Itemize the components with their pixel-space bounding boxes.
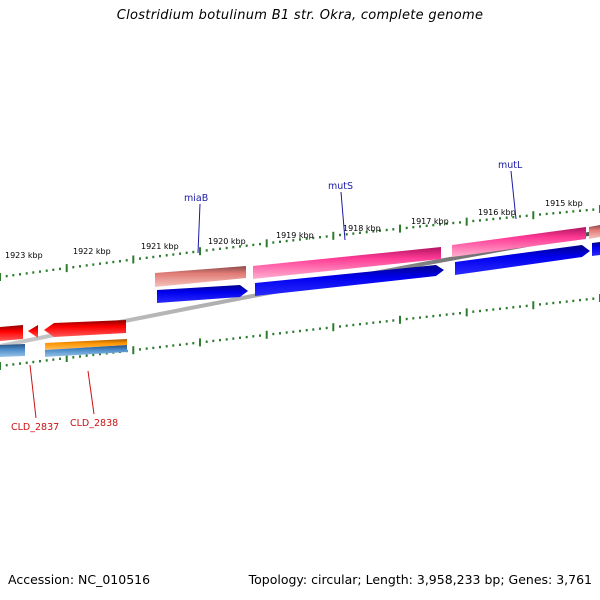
reverse-cds-track [0, 320, 126, 341]
kbp-label: 1922 kbp [73, 247, 111, 256]
gene-mutS[interactable] [253, 247, 441, 279]
gene-CLD_2838-orange[interactable] [45, 339, 127, 350]
gene-label-mutS[interactable]: mutS [328, 181, 353, 192]
genome-title: Clostridium botulinum B1 str. Okra, comp… [116, 8, 484, 23]
genome-summary-text: Topology: circular; Length: 3,958,233 bp… [248, 572, 592, 587]
cds-CLD_2838[interactable] [44, 320, 126, 337]
cds-miaB[interactable] [157, 285, 248, 303]
cds-CLD_2837[interactable] [28, 325, 38, 338]
kbp-label: 1921 kbp [141, 242, 179, 251]
cds-partial-right[interactable] [592, 242, 600, 256]
kbp-label: 1918 kbp [343, 224, 381, 233]
gene-miaB[interactable] [155, 266, 246, 287]
cds-left-partial[interactable] [0, 325, 23, 341]
reverse-gene-track [0, 339, 127, 357]
kbp-label: 1923 kbp [5, 251, 43, 260]
gene-label-miaB[interactable]: miaB [184, 193, 208, 204]
kbp-label: 1916 kbp [478, 208, 516, 217]
gene-label-CLD_2838[interactable]: CLD_2838 [70, 418, 118, 429]
gene-mutL[interactable] [452, 227, 586, 257]
kbp-label: 1917 kbp [411, 217, 449, 226]
cds-mutS[interactable] [255, 265, 444, 296]
kbp-scale-labels: 1923 kbp 1922 kbp 1921 kbp 1920 kbp 1919… [5, 199, 583, 260]
forward-gene-track [155, 225, 600, 287]
label-leaders [29, 170, 517, 419]
accession-text: Accession: NC_010516 [8, 572, 151, 587]
kbp-label: 1915 kbp [545, 199, 583, 208]
gene-label-mutL[interactable]: mutL [498, 160, 523, 171]
forward-cds-track [157, 242, 600, 303]
gene-left-partial[interactable] [0, 344, 25, 357]
gene-partial-right[interactable] [589, 225, 600, 239]
kbp-label: 1920 kbp [208, 237, 246, 246]
lower-tick-track [0, 294, 600, 370]
upper-tick-track [0, 205, 600, 281]
cds-mutL[interactable] [455, 245, 590, 275]
gene-CLD_2838-steel[interactable] [45, 345, 127, 357]
kbp-label: 1919 kbp [276, 231, 314, 240]
gene-label-CLD_2837[interactable]: CLD_2837 [11, 422, 59, 433]
